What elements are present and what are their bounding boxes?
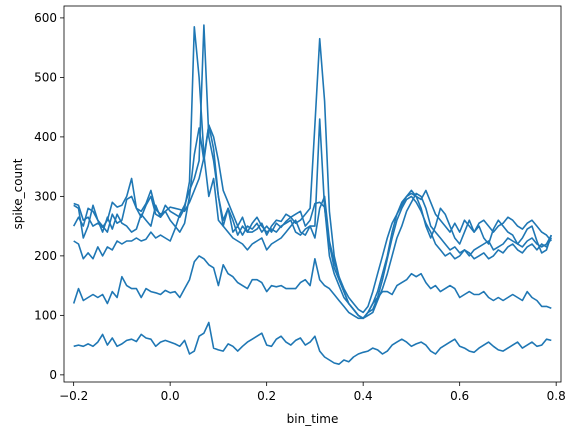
series-line-1	[73, 124, 553, 320]
series-line-2	[73, 25, 553, 320]
x-tick-label: 0.2	[257, 389, 276, 403]
y-tick-label: 500	[34, 70, 57, 84]
y-tick-label: 600	[34, 11, 57, 25]
series-line-6	[73, 321, 552, 366]
y-axis-label: spike_count	[11, 158, 25, 229]
y-tick-label: 300	[34, 189, 57, 203]
series-layer	[72, 24, 553, 366]
series-line-3	[72, 124, 552, 314]
x-tick-label: 0.4	[354, 389, 373, 403]
x-tick-label: 0.6	[450, 389, 469, 403]
y-axis-ticks: 0 100 200 300 400 500 600	[34, 11, 64, 382]
series-line-5	[72, 255, 552, 320]
x-tick-label: 0.0	[161, 389, 180, 403]
y-tick-label: 0	[49, 368, 57, 382]
x-axis-ticks: −0.2 0.0 0.2 0.4 0.6 0.8	[59, 382, 566, 403]
x-axis-label: bin_time	[287, 412, 339, 426]
y-tick-label: 400	[34, 130, 57, 144]
plot-frame	[63, 5, 562, 383]
x-tick-label: 0.8	[547, 389, 566, 403]
y-tick-label: 100	[34, 308, 57, 322]
series-line-4	[73, 24, 553, 320]
x-tick-label: −0.2	[59, 389, 88, 403]
y-tick-label: 200	[34, 249, 57, 263]
